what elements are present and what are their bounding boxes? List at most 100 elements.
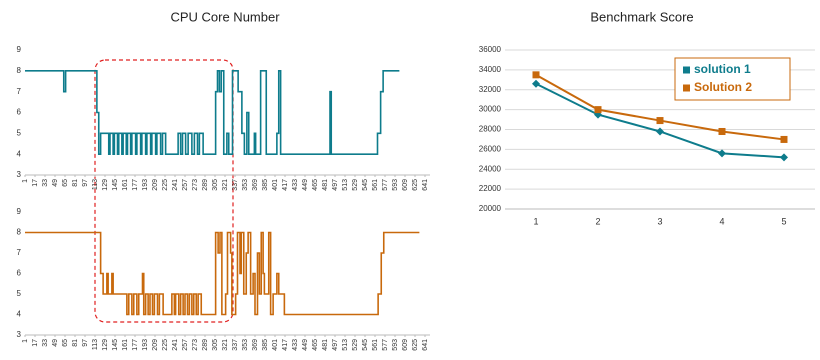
x-tick-label: 1 (22, 339, 29, 343)
x-tick-label: 449 (302, 179, 309, 191)
x-tick-label: 161 (122, 179, 129, 191)
x-tick-label: 97 (82, 179, 89, 187)
x-tick-label: 5 (781, 216, 786, 226)
x-tick-label: 289 (202, 179, 209, 191)
x-tick-label: 209 (152, 339, 159, 351)
y-tick-label: 5 (17, 128, 22, 137)
y-tick-label: 4 (17, 310, 22, 319)
x-tick-label: 177 (132, 339, 139, 351)
y-tick-label: 36000 (479, 45, 502, 54)
x-tick-label: 17 (32, 179, 39, 187)
x-tick-label: 17 (32, 339, 39, 347)
y-tick-label: 20000 (479, 204, 502, 213)
data-line (25, 231, 420, 316)
x-tick-label: 161 (122, 339, 129, 351)
x-tick-label: 401 (272, 339, 279, 351)
x-tick-label: 113 (92, 179, 99, 190)
y-tick-label: 7 (17, 87, 22, 96)
chart-title: Benchmark Score (590, 9, 693, 24)
x-tick-label: 129 (102, 339, 109, 351)
y-tick-label: 5 (17, 289, 22, 298)
x-tick-label: 241 (172, 179, 179, 191)
data-line (25, 70, 400, 155)
x-tick-label: 305 (212, 339, 219, 351)
x-tick-label: 337 (232, 339, 239, 351)
x-tick-label: 209 (152, 179, 159, 191)
y-tick-label: 28000 (479, 125, 502, 134)
chart-title: CPU Core Number (170, 9, 280, 24)
x-tick-label: 513 (342, 179, 349, 191)
y-tick-label: 9 (17, 45, 22, 54)
x-tick-label: 609 (402, 179, 409, 191)
x-tick-label: 97 (82, 339, 89, 347)
x-tick-label: 529 (352, 179, 359, 191)
x-tick-label: 417 (282, 179, 289, 191)
legend-swatch (683, 66, 690, 74)
x-tick-label: 369 (252, 179, 259, 191)
x-tick-label: 4 (719, 216, 724, 226)
y-tick-label: 34000 (479, 65, 502, 74)
x-tick-label: 225 (162, 179, 169, 191)
x-tick-label: 49 (52, 179, 59, 187)
y-tick-label: 4 (17, 149, 22, 158)
x-tick-label: 65 (62, 339, 69, 347)
marker (718, 127, 726, 135)
marker (532, 79, 540, 88)
x-tick-label: 385 (262, 179, 269, 191)
x-tick-label: 305 (212, 179, 219, 191)
marker (780, 153, 788, 162)
x-tick-label: 417 (282, 339, 289, 351)
x-tick-label: 49 (52, 339, 59, 347)
x-tick-label: 401 (272, 179, 279, 191)
y-tick-label: 3 (17, 330, 22, 339)
x-tick-label: 81 (72, 339, 79, 347)
x-tick-label: 129 (102, 179, 109, 191)
x-tick-label: 433 (292, 179, 299, 191)
x-tick-label: 241 (172, 339, 179, 351)
x-tick-label: 545 (362, 179, 369, 191)
x-tick-label: 593 (392, 339, 399, 351)
x-tick-label: 353 (242, 179, 249, 191)
marker (718, 149, 726, 158)
x-tick-label: 33 (42, 339, 49, 347)
x-tick-label: 177 (132, 179, 139, 191)
marker (780, 135, 788, 143)
marker (656, 127, 664, 136)
x-tick-label: 577 (382, 339, 389, 351)
x-tick-label: 497 (332, 179, 339, 191)
x-tick-label: 337 (232, 179, 239, 191)
x-tick-label: 497 (332, 339, 339, 351)
x-tick-label: 577 (382, 179, 389, 191)
marker (656, 117, 664, 125)
x-tick-label: 481 (322, 179, 329, 191)
x-tick-label: 625 (412, 179, 419, 191)
x-tick-label: 145 (112, 339, 119, 351)
x-tick-label: 1 (22, 179, 29, 183)
x-tick-label: 113 (92, 339, 99, 350)
x-tick-label: 449 (302, 339, 309, 351)
legend-swatch (683, 84, 690, 92)
y-tick-label: 6 (17, 108, 22, 117)
x-tick-label: 1 (533, 216, 538, 226)
x-tick-label: 193 (142, 179, 149, 191)
x-tick-label: 145 (112, 179, 119, 191)
marker (532, 71, 540, 79)
x-tick-label: 193 (142, 339, 149, 351)
x-tick-label: 369 (252, 339, 259, 351)
x-tick-label: 81 (72, 179, 79, 187)
x-tick-label: 593 (392, 179, 399, 191)
x-tick-label: 481 (322, 339, 329, 351)
x-tick-label: 321 (222, 339, 229, 351)
x-tick-label: 641 (422, 179, 429, 191)
x-tick-label: 3 (657, 216, 662, 226)
y-tick-label: 3 (17, 170, 22, 179)
x-tick-label: 257 (182, 179, 189, 191)
y-tick-label: 22000 (479, 184, 502, 193)
x-tick-label: 273 (192, 179, 199, 191)
y-tick-label: 9 (17, 207, 22, 216)
x-tick-label: 65 (62, 179, 69, 187)
y-tick-label: 8 (17, 66, 22, 75)
y-tick-label: 8 (17, 228, 22, 237)
